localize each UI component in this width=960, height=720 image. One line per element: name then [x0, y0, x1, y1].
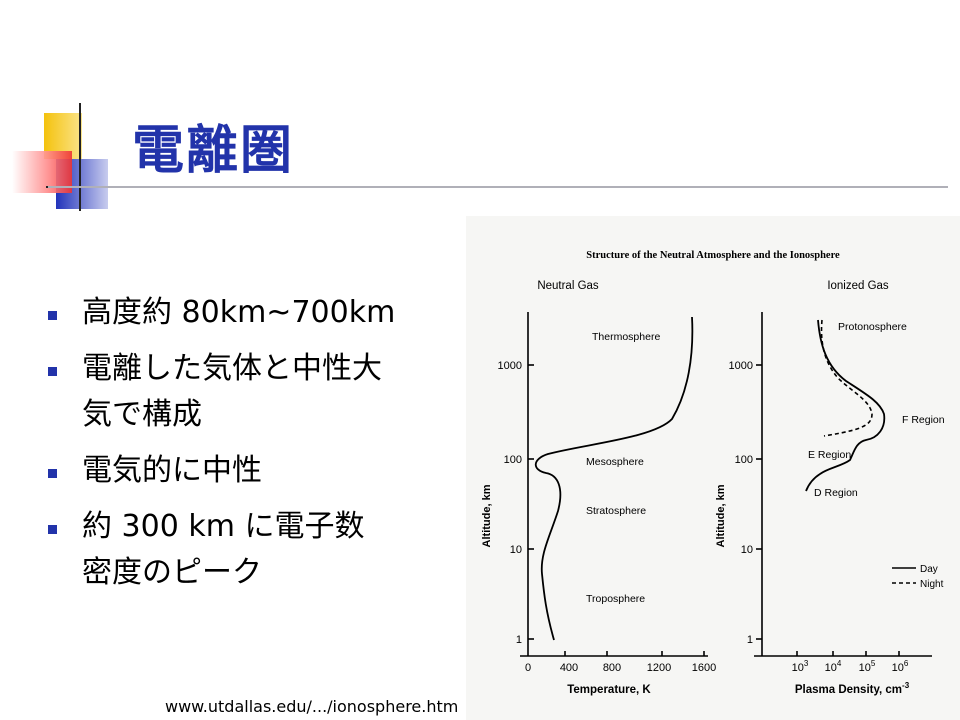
left-x-tick: 800 [603, 662, 621, 674]
bullet-item: 電離した気体と中性大 気で構成 [46, 346, 466, 438]
slide-title: 電離圏 [132, 121, 295, 181]
title-decoration [12, 103, 140, 211]
right-y-tick: 1 [747, 634, 753, 646]
atmosphere-figure: Structure of the Neutral Atmosphere and … [466, 216, 960, 720]
left-y-label: Altitude, km [481, 484, 493, 547]
figure-title: Structure of the Neutral Atmosphere and … [586, 250, 840, 261]
layer-label: Mesosphere [586, 456, 644, 468]
night-density-curve [820, 319, 873, 437]
bullet-item: 約 300 km に電子数 密度のピーク [46, 504, 466, 596]
right-x-tick: 106 [892, 659, 909, 674]
bullet-text: 電離した気体と中性大 [82, 351, 382, 386]
left-x-tick: 400 [560, 662, 578, 674]
bullet-square-icon [48, 367, 57, 376]
layer-label: Stratosphere [586, 505, 646, 517]
left-y-tick: 100 [504, 454, 522, 466]
right-x-tick: 105 [859, 659, 876, 674]
left-x-label: Temperature, K [567, 684, 651, 696]
left-x-tick: 0 [525, 662, 531, 674]
bullet-item: 電気的に中性 [46, 448, 466, 494]
layer-label: Thermosphere [592, 331, 660, 343]
title-divider [48, 186, 948, 188]
region-label: Protonosphere [838, 321, 907, 333]
left-axes [520, 312, 708, 657]
bullet-text: 約 300 km に電子数 [82, 509, 365, 544]
right-y-label: Altitude, km [715, 484, 727, 547]
bullet-square-icon [48, 311, 57, 320]
right-x-tick: 103 [792, 659, 809, 674]
left-y-tick: 1000 [498, 360, 522, 372]
left-panel-heading: Neutral Gas [537, 280, 599, 292]
bullet-text: 電気的に中性 [82, 453, 262, 488]
region-label: F Region [902, 414, 945, 426]
bullet-square-icon [48, 469, 57, 478]
source-link[interactable]: www.utdallas.edu/.../ionosphere.htm [165, 697, 459, 716]
bullet-item: 高度約 80km~700km [46, 290, 466, 336]
right-x-label: Plasma Density, cm-3 [795, 681, 910, 696]
figure-legend: Day Night [892, 564, 944, 590]
layer-label: Troposphere [586, 593, 645, 605]
left-x-tick: 1200 [647, 662, 671, 674]
temperature-curve [534, 316, 694, 641]
bullet-text: 気で構成 [82, 397, 202, 432]
legend-day: Day [920, 564, 938, 575]
right-axes [754, 312, 932, 657]
day-density-curve [805, 319, 886, 492]
right-y-tick: 100 [735, 454, 753, 466]
region-label: E Region [808, 449, 851, 461]
bullet-text: 高度約 80km~700km [82, 295, 396, 330]
region-label: D Region [814, 487, 858, 499]
left-y-tick: 10 [510, 544, 522, 556]
bullet-text: 密度のピーク [82, 555, 262, 590]
bullet-list: 高度約 80km~700km 電離した気体と中性大 気で構成 電気的に中性 約 … [46, 290, 466, 606]
bullet-square-icon [48, 525, 57, 534]
legend-night: Night [920, 579, 944, 590]
right-x-tick: 104 [825, 659, 842, 674]
right-y-tick: 1000 [729, 360, 753, 372]
right-y-tick: 10 [741, 544, 753, 556]
right-panel-heading: Ionized Gas [827, 280, 889, 292]
left-y-tick: 1 [516, 634, 522, 646]
left-x-tick: 1600 [692, 662, 716, 674]
